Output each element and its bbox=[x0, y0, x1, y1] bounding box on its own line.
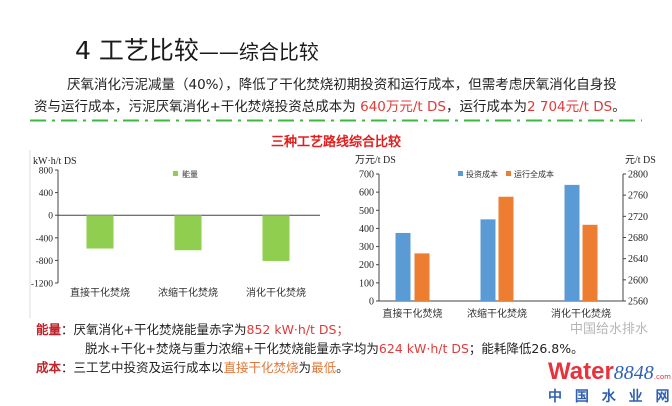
x-tick-label: 消化干化焚烧 bbox=[551, 307, 611, 320]
bar-energy bbox=[262, 215, 290, 261]
dash-dot-divider bbox=[30, 119, 642, 122]
bar-investment bbox=[480, 219, 496, 301]
y-tick-label-left: 600 bbox=[359, 188, 374, 199]
y-tick-label-right: 2720 bbox=[628, 212, 648, 223]
y-tick-label-left: 400 bbox=[359, 224, 374, 235]
y-tick-label-left: 100 bbox=[359, 278, 374, 289]
bar-investment bbox=[564, 184, 580, 301]
x-tick-label: 浓缩干化焚烧 bbox=[467, 307, 527, 320]
summary-text: 脱水+干化+焚烧与重力浓缩+干化焚烧能量赤字均为 bbox=[85, 341, 379, 356]
legend-swatch-investment bbox=[458, 171, 463, 176]
y-axis-unit-right: 元/t DS bbox=[625, 155, 656, 166]
y-tick-label: -1200 bbox=[31, 280, 53, 290]
intro-highlight-investment: 640万元/t DS bbox=[360, 99, 446, 115]
energy-deficit-highlight: 852 kW·h/t DS bbox=[246, 322, 337, 337]
cost-label: 成本 bbox=[36, 360, 62, 375]
legend-label-operating: 运行全成本 bbox=[514, 169, 554, 179]
x-tick-label: 直接干化焚烧 bbox=[70, 286, 130, 299]
y-tick-label: 800 bbox=[39, 167, 54, 177]
logo-text: Wat bbox=[548, 358, 592, 385]
y-tick-label-right: 2560 bbox=[628, 297, 648, 308]
y-axis-unit-left: 万元/t DS bbox=[355, 155, 396, 166]
logo-text: er bbox=[591, 358, 614, 385]
summary-energy-line-2: 脱水+干化+焚烧与重力浓缩+干化焚烧能量赤字均为624 kW·h/t DS；能耗… bbox=[85, 341, 584, 357]
summary-text: ：厌氧消化+干化焚烧能量赤字为 bbox=[61, 322, 247, 337]
cost-highlight-lowest: 最低 bbox=[311, 360, 337, 375]
slide-title: 4 工艺比较——综合比较 bbox=[75, 31, 319, 67]
legend-swatch-energy bbox=[173, 171, 178, 176]
title-sub: ——综合比较 bbox=[198, 40, 319, 64]
logo-text: 8848 bbox=[613, 362, 654, 384]
summary-text: ；能耗降低26.8%。 bbox=[468, 341, 584, 356]
summary-text: ：三工艺中投资及运行成本以 bbox=[61, 360, 224, 375]
y-tick-label: 400 bbox=[39, 189, 54, 199]
x-tick-label: 消化干化焚烧 bbox=[246, 286, 306, 299]
y-tick-label-left: 200 bbox=[359, 260, 374, 271]
bar-energy bbox=[86, 215, 114, 249]
y-axis-unit: kW·h/t DS bbox=[33, 156, 77, 167]
legend-label-investment: 投资成本 bbox=[466, 169, 498, 179]
bar-investment bbox=[395, 232, 411, 301]
watermark-logo: Water8848.com 中 国 水 业 网 bbox=[548, 360, 672, 406]
y-tick-label-left: 300 bbox=[359, 242, 374, 253]
summary-text: ； bbox=[336, 322, 349, 337]
y-tick-label-right: 2760 bbox=[628, 191, 648, 202]
bar-operating bbox=[582, 224, 598, 301]
intro-text: ，运行成本为 bbox=[445, 99, 527, 115]
y-tick-label: -400 bbox=[36, 234, 54, 244]
energy-label: 能量 bbox=[36, 322, 62, 337]
y-tick-label-right: 2640 bbox=[628, 254, 648, 265]
logo-text-cn: 中 国 水 业 网 bbox=[548, 389, 672, 405]
x-tick-label: 直接干化焚烧 bbox=[383, 307, 443, 320]
energy-deficit-highlight: 624 kW·h/t DS bbox=[378, 341, 469, 356]
intro-text: 资与运行成本，污泥厌氧消化+干化焚烧投资总成本为 bbox=[34, 99, 361, 115]
y-tick-label-right: 2600 bbox=[628, 275, 648, 286]
intro-line-1: 厌氧消化污泥减量（40%），降低了干化焚烧初期投资和运行成本，但需考虑厌氧消化自… bbox=[67, 77, 617, 93]
x-tick-label: 浓缩干化焚烧 bbox=[158, 286, 218, 299]
y-tick-label: 0 bbox=[48, 212, 53, 222]
y-tick-label: -800 bbox=[36, 257, 54, 267]
watermark-faint: 中国给水排水 bbox=[570, 322, 649, 337]
y-tick-label-right: 2680 bbox=[628, 233, 648, 244]
y-tick-label-left: 500 bbox=[359, 206, 374, 217]
bar-operating bbox=[498, 196, 514, 301]
bar-energy bbox=[174, 215, 202, 251]
legend-label-energy: 能量 bbox=[182, 169, 198, 179]
y-tick-label-left: 700 bbox=[359, 170, 374, 181]
intro-highlight-operating: 2 704元/t DS bbox=[526, 99, 613, 115]
logo-text: .com bbox=[653, 373, 671, 381]
summary-energy-line-1: 能量：厌氧消化+干化焚烧能量赤字为852 kW·h/t DS； bbox=[36, 322, 349, 338]
chart-section-title: 三种工艺路线综合比较 bbox=[270, 135, 401, 150]
title-main: 4 工艺比较 bbox=[75, 36, 199, 65]
legend-swatch-operating bbox=[506, 171, 511, 176]
y-tick-label-right: 2800 bbox=[628, 170, 648, 181]
summary-text: 为 bbox=[298, 360, 312, 375]
intro-line-2: 资与运行成本，污泥厌氧消化+干化焚烧投资总成本为 640万元/t DS，运行成本… bbox=[34, 95, 626, 115]
intro-text: 。 bbox=[612, 99, 626, 115]
bar-operating bbox=[414, 253, 430, 301]
y-tick-label-left: 0 bbox=[369, 297, 374, 308]
summary-cost-line: 成本：三工艺中投资及运行成本以直接干化焚烧为最低。 bbox=[36, 360, 349, 376]
cost-highlight-process: 直接干化焚烧 bbox=[223, 360, 299, 375]
summary-text: 。 bbox=[336, 360, 349, 375]
